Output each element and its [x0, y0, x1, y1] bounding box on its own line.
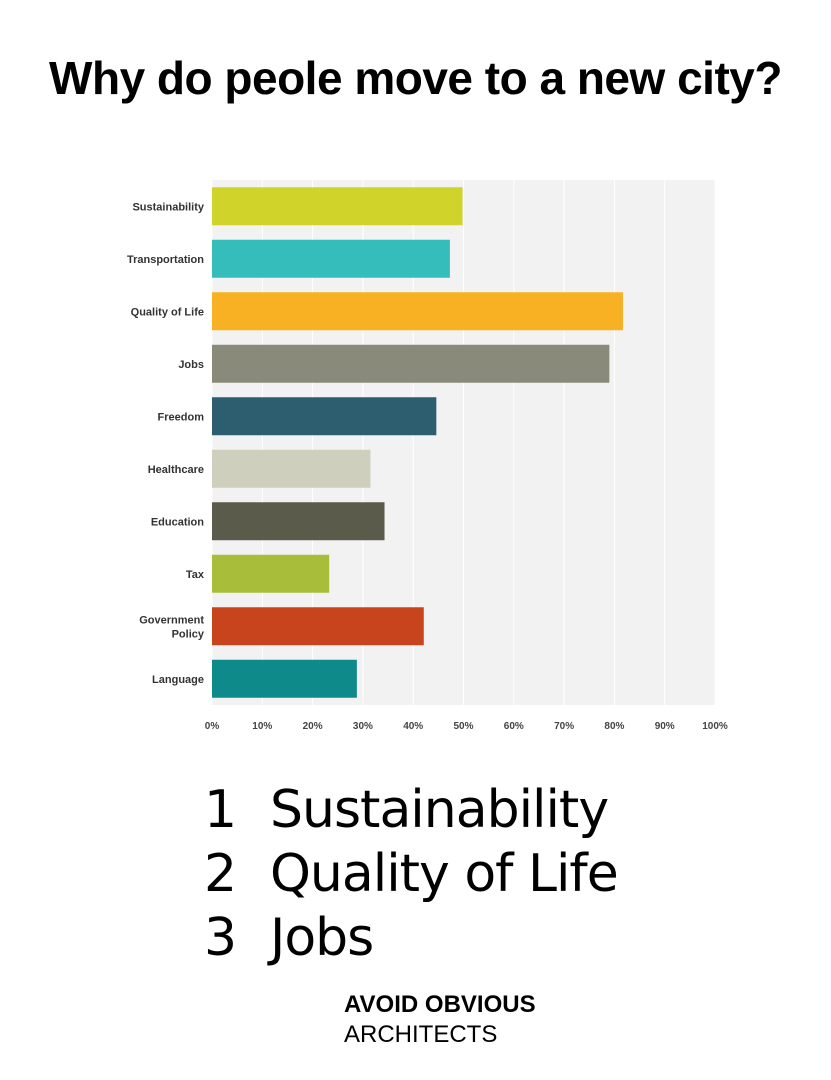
category-label: Quality of Life — [131, 306, 204, 318]
category-label: Education — [151, 516, 204, 528]
x-tick-label: 20% — [303, 721, 323, 732]
page-title: Why do peole move to a new city? — [49, 52, 782, 104]
category-labels: Sustainability Transportation Quality of L… — [127, 201, 205, 686]
category-label: Healthcare — [148, 464, 204, 476]
category-label: Transportation — [127, 254, 204, 266]
x-tick-label: 40% — [403, 721, 423, 732]
category-label: Sustainability — [132, 201, 204, 213]
rank-number: 2 — [204, 844, 237, 904]
bar — [212, 239, 450, 278]
brand-logo: AVOID OBVIOUS ARCHITECTS — [344, 990, 536, 1050]
bar-chart: Sustainability Transportation Quality of L… — [127, 180, 728, 732]
category-label: Language — [152, 674, 204, 686]
rank-label: Quality of Life — [270, 844, 619, 904]
x-tick-label: 10% — [252, 721, 272, 732]
ranking-item: 1 Sustainability — [204, 778, 618, 842]
x-tick-label: 90% — [655, 721, 675, 732]
chart-svg: Sustainability Transportation Quality of L… — [127, 180, 728, 732]
brand-name-line1: AVOID OBVIOUS — [344, 991, 536, 1018]
bars — [212, 187, 623, 698]
bar — [212, 607, 424, 646]
x-tick-label: 70% — [554, 721, 574, 732]
bar — [212, 502, 385, 541]
rank-label: Sustainability — [270, 780, 609, 840]
x-tick-label: 80% — [604, 721, 624, 732]
bar — [212, 554, 330, 593]
x-tick-label: 100% — [702, 721, 728, 732]
rank-number: 1 — [204, 780, 237, 840]
category-label: Tax — [186, 569, 205, 581]
rank-label: Jobs — [270, 908, 374, 968]
bar — [212, 344, 610, 383]
bar — [212, 187, 463, 226]
category-label: Jobs — [178, 359, 204, 371]
bar — [212, 449, 371, 488]
bar — [212, 292, 623, 331]
ranking-item: 3 Jobs — [204, 906, 618, 970]
x-tick-labels: 0% 10% 20% 30% 40% 50% 60% 70% 80% 90% 100% — [205, 721, 728, 732]
category-label: Freedom — [158, 411, 205, 423]
x-tick-label: 0% — [205, 721, 220, 732]
brand-name-line2: ARCHITECTS — [344, 1021, 498, 1048]
ranking-list: 1 Sustainability 2 Quality of Life 3 Jobs — [204, 778, 619, 970]
x-tick-label: 30% — [353, 721, 373, 732]
ranking-item: 2 Quality of Life — [204, 842, 619, 906]
bar — [212, 397, 437, 436]
category-label: Government Policy — [139, 614, 205, 640]
x-tick-label: 60% — [504, 721, 524, 732]
bar — [212, 659, 357, 698]
rank-number: 3 — [204, 908, 237, 968]
x-tick-label: 50% — [453, 721, 473, 732]
